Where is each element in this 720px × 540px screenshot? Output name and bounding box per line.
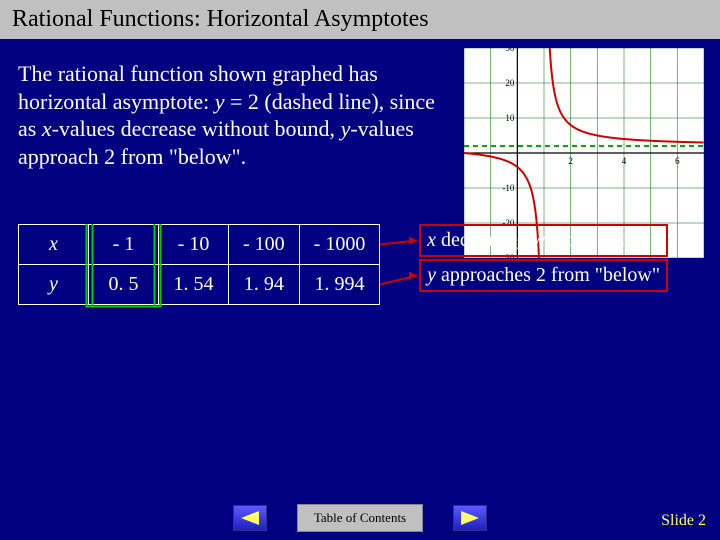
table-cell: - 1000 — [299, 225, 380, 265]
next-button[interactable] — [453, 505, 487, 531]
table-row-header: y — [19, 265, 89, 305]
table-cell: 1. 94 — [229, 265, 300, 305]
data-table: x- 1- 10- 100- 1000 y0. 51. 541. 941. 994 — [18, 224, 380, 305]
footer-nav: Table of Contents — [0, 504, 720, 532]
arrow-right-icon — [461, 511, 479, 525]
toc-button[interactable]: Table of Contents — [297, 504, 423, 532]
table-cell: 1. 994 — [299, 265, 380, 305]
table-cell: - 1 — [89, 225, 159, 265]
table-cell: 1. 54 — [159, 265, 229, 305]
arrow-left-icon — [241, 511, 259, 525]
slide-number: Slide 2 — [661, 512, 706, 530]
table-cell: - 100 — [229, 225, 300, 265]
description-text: The rational function shown graphed has … — [18, 60, 448, 170]
table-cell: - 10 — [159, 225, 229, 265]
svg-text:10: 10 — [505, 113, 514, 123]
table-area: x- 1- 10- 100- 1000 y0. 51. 541. 941. 994… — [18, 224, 702, 305]
title-bar: Rational Functions: Horizontal Asymptote… — [0, 0, 720, 41]
svg-text:2: 2 — [568, 156, 573, 166]
prev-button[interactable] — [233, 505, 267, 531]
svg-text:-10: -10 — [502, 183, 514, 193]
svg-text:30: 30 — [505, 48, 514, 53]
svg-text:4: 4 — [622, 156, 627, 166]
side-annotations: x decreasing without bound y approaches … — [419, 224, 668, 292]
content-area: The rational function shown graphed has … — [0, 44, 720, 315]
annotation-y-approaches: y approaches 2 from "below" — [419, 259, 668, 292]
svg-text:6: 6 — [675, 156, 680, 166]
annotation-x-decreasing: x decreasing without bound — [419, 224, 668, 257]
svg-text:20: 20 — [505, 78, 514, 88]
table-row-header: x — [19, 225, 89, 265]
table-cell: 0. 5 — [89, 265, 159, 305]
page-title: Rational Functions: Horizontal Asymptote… — [12, 6, 429, 32]
